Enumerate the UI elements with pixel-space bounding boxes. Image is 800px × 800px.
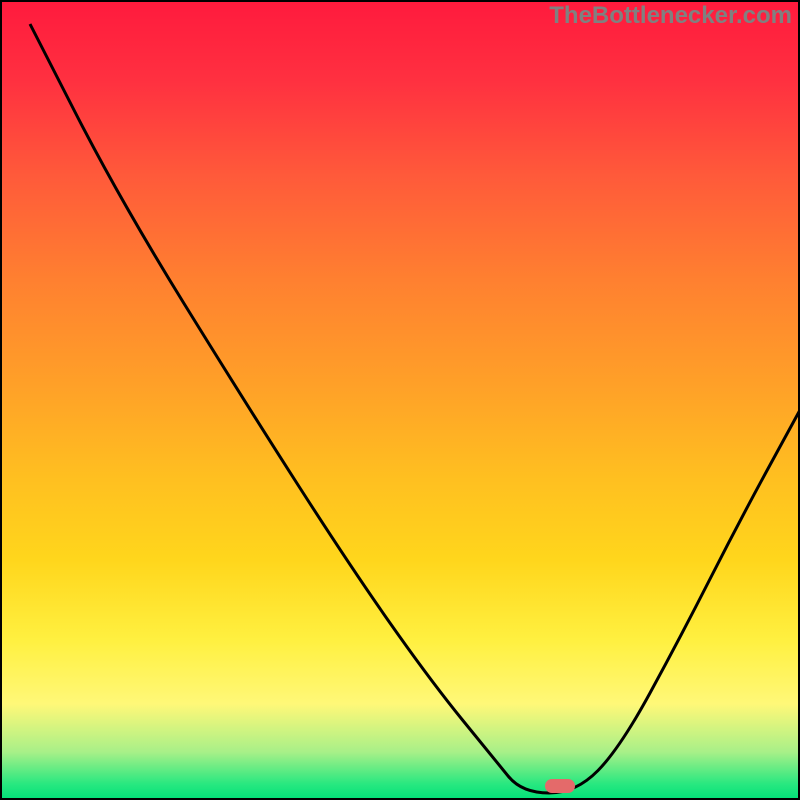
bottleneck-chart [0,0,800,800]
optimal-point-marker [545,779,575,793]
watermark-text: TheBottlenecker.com [549,2,792,30]
background-gradient [0,0,800,800]
chart-stage: TheBottlenecker.com [0,0,800,800]
